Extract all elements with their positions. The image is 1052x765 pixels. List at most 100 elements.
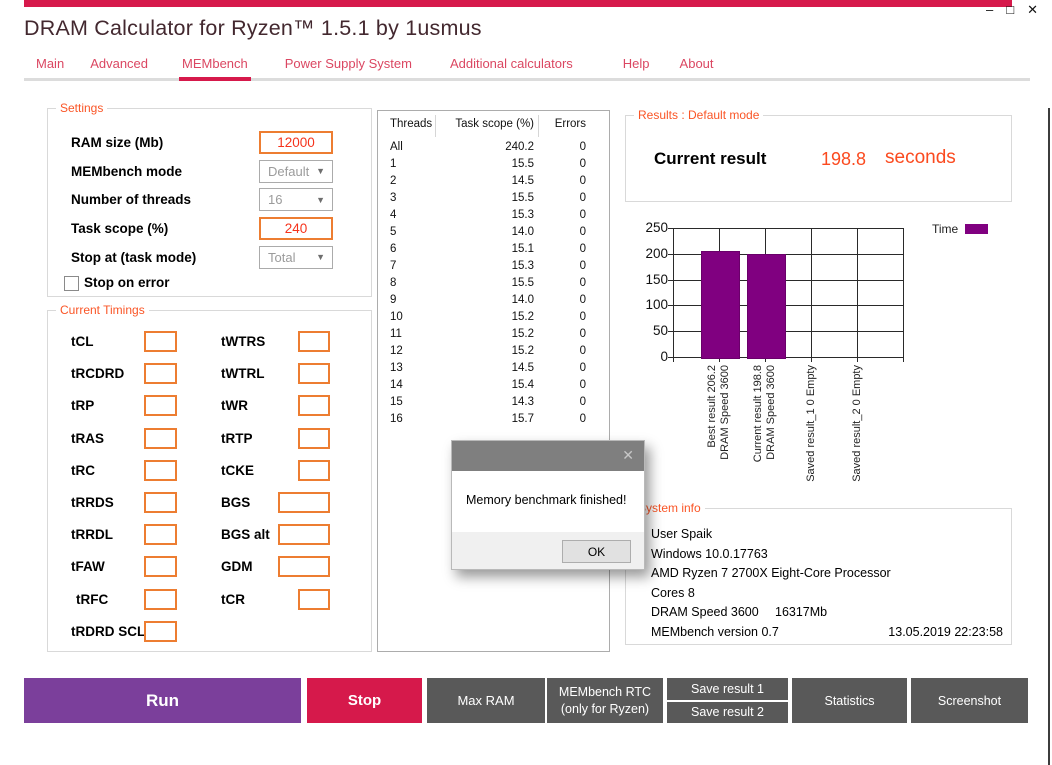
cell: 13	[390, 362, 403, 374]
legend-label: Time	[932, 222, 959, 236]
stop-at-task-mode-select[interactable]: Total ▼	[259, 245, 333, 269]
membench-rtc-button[interactable]: MEMbench RTC (only for Ryzen)	[547, 678, 663, 723]
tab-about[interactable]: About	[679, 56, 714, 71]
tab-membench[interactable]: MEMbench	[179, 56, 251, 81]
trrdl-input[interactable]	[144, 524, 177, 546]
y-tick	[668, 279, 673, 281]
trtp-input[interactable]	[298, 427, 330, 449]
stop-on-error-label: Stop on error	[84, 275, 170, 290]
minimize-icon[interactable]: –	[986, 2, 994, 17]
tab-underline-track	[24, 78, 1030, 81]
tab-power-supply-system[interactable]: Power Supply System	[284, 56, 412, 71]
stop-at-task-mode-selected-value: Total	[268, 249, 296, 265]
y-tick	[668, 357, 673, 358]
save-result-2-button[interactable]: Save result 2	[667, 701, 788, 723]
cell: 4	[390, 209, 397, 221]
task-scope-input[interactable]	[259, 217, 333, 241]
statistics-button[interactable]: Statistics	[792, 678, 907, 723]
dialog-close-icon[interactable]: ✕	[622, 447, 634, 463]
y-tick	[668, 305, 673, 307]
twr-input[interactable]	[298, 395, 330, 417]
tcl-input[interactable]	[144, 331, 177, 352]
cell: 0	[579, 175, 586, 187]
cell: 14.0	[511, 294, 534, 306]
cell: 14.5	[511, 175, 534, 187]
gdm-input[interactable]	[278, 556, 330, 578]
gridline	[673, 228, 674, 357]
cell: 0	[579, 260, 586, 272]
table-row: 7 15.3 0	[378, 260, 609, 277]
y-tick	[668, 253, 673, 255]
cell: 240.2	[505, 141, 534, 153]
close-icon[interactable]: ✕	[1027, 2, 1038, 17]
column-header-errors: Errors	[554, 118, 586, 130]
ram-amount-text: 16317Mb	[775, 605, 828, 619]
dialog-titlebar: ✕	[452, 441, 644, 471]
number-of-threads-select[interactable]: 16 ▼	[259, 188, 333, 212]
ok-button[interactable]: OK	[562, 540, 631, 563]
trfc-input[interactable]	[144, 588, 177, 610]
cell: 0	[579, 226, 586, 238]
cell: 15	[390, 396, 403, 408]
stop-at-task-mode-label: Stop at (task mode)	[71, 249, 197, 265]
table-row: 4 15.3 0	[378, 209, 609, 226]
max-ram-button[interactable]: Max RAM	[427, 678, 545, 723]
time-bar	[700, 250, 740, 359]
maximize-icon[interactable]: □	[1006, 2, 1015, 17]
cell: 15.3	[511, 209, 534, 221]
cell: 15.5	[511, 158, 534, 170]
membench-mode-select[interactable]: Default ▼	[259, 159, 333, 183]
trc-input[interactable]	[144, 459, 177, 481]
bgs-input[interactable]	[278, 492, 330, 513]
window-controls: – □ ✕	[986, 2, 1038, 18]
ram-size-mb-input[interactable]	[259, 131, 333, 154]
bgs-alt-input[interactable]	[278, 524, 330, 546]
twr-label: tWR	[221, 398, 248, 414]
trp-input[interactable]	[144, 395, 177, 417]
x-axis-label: Saved result_1 0 Empty	[804, 365, 817, 482]
cell: 1	[390, 158, 397, 170]
gridline	[673, 331, 903, 333]
x-tick	[765, 357, 766, 362]
table-row: 1 15.5 0	[378, 158, 609, 175]
trrds-input[interactable]	[144, 492, 177, 513]
y-axis-label: 100	[645, 297, 668, 313]
tab-advanced[interactable]: Advanced	[90, 56, 149, 71]
stop-on-error-checkbox[interactable]	[64, 276, 79, 291]
cell: 0	[579, 294, 586, 306]
cell: 15.5	[511, 277, 534, 289]
trcdrd-input[interactable]	[144, 363, 177, 385]
cell: 15.4	[511, 379, 534, 391]
trtp-label: tRTP	[221, 430, 253, 446]
cell: 0	[579, 396, 586, 408]
bgs-label: BGS	[221, 495, 251, 510]
tab-additional-calculators[interactable]: Additional calculators	[449, 56, 573, 71]
y-tick	[668, 228, 673, 229]
stop-button[interactable]: Stop	[307, 678, 422, 723]
tab-main[interactable]: Main	[36, 56, 65, 71]
cell: 14.5	[511, 362, 534, 374]
current-result-unit: seconds	[885, 147, 956, 168]
trp-label: tRP	[71, 398, 95, 414]
tcke-input[interactable]	[298, 459, 330, 481]
table-row: 6 15.1 0	[378, 243, 609, 260]
tfaw-input[interactable]	[144, 556, 177, 578]
twtrl-input[interactable]	[298, 363, 330, 385]
save-result-1-button[interactable]: Save result 1	[667, 678, 788, 700]
number-of-threads-label: Number of threads	[71, 192, 192, 208]
trdrd-scl-input[interactable]	[144, 620, 177, 642]
current-timings-group: Current Timings tCL tRCDRD tRP tRAS tRC tRRDS…	[47, 303, 372, 652]
results-group-title: Results : Default mode	[634, 108, 764, 122]
tcr-input[interactable]	[298, 588, 330, 610]
table-row: 10 15.2 0	[378, 311, 609, 328]
tab-help[interactable]: Help	[622, 56, 650, 71]
dialog-footer: OK	[452, 532, 644, 569]
screenshot-button[interactable]: Screenshot	[911, 678, 1028, 723]
cell: 10	[390, 311, 403, 323]
tras-input[interactable]	[144, 427, 177, 449]
twtrs-input[interactable]	[298, 331, 330, 352]
system-info-group: System info User Spaik Windows 10.0.17763…	[625, 501, 1012, 645]
twtrl-label: tWTRL	[221, 366, 265, 382]
run-button[interactable]: Run	[24, 678, 301, 723]
